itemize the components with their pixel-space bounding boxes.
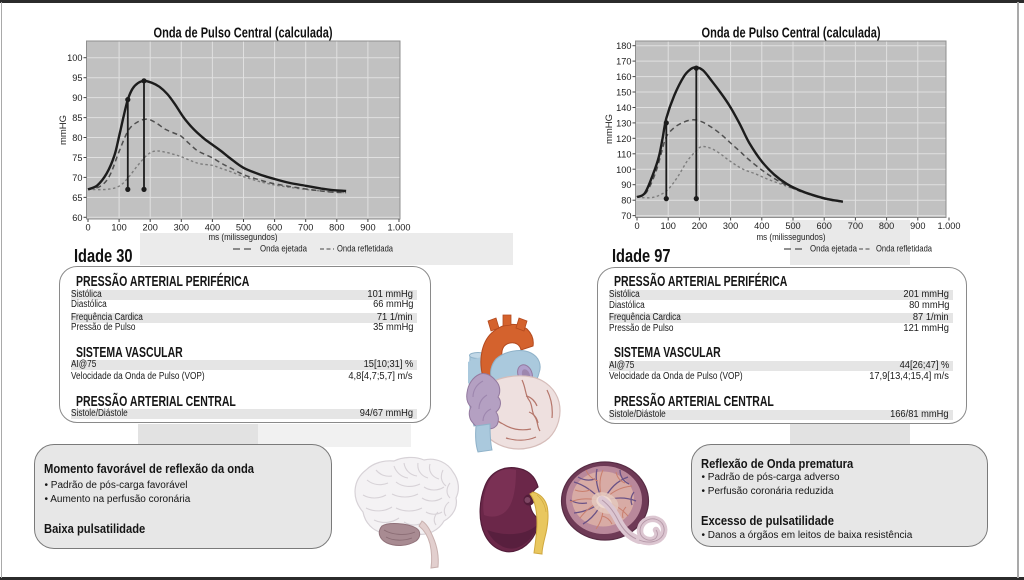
svg-text:100: 100 <box>111 223 126 233</box>
svg-text:110: 110 <box>617 149 632 159</box>
svg-text:400: 400 <box>205 223 220 233</box>
svg-text:600: 600 <box>817 221 832 231</box>
svg-text:Onda de Pulso Central (calcula: Onda de Pulso Central (calculada) <box>702 26 881 42</box>
svg-text:80: 80 <box>72 133 82 143</box>
svg-text:75: 75 <box>72 153 82 163</box>
svg-text:200: 200 <box>143 223 158 233</box>
svg-text:120: 120 <box>616 134 631 144</box>
svg-text:300: 300 <box>723 221 738 231</box>
svg-text:600: 600 <box>267 223 282 233</box>
svg-text:90: 90 <box>72 93 82 103</box>
svg-text:180: 180 <box>616 41 631 51</box>
svg-text:100: 100 <box>67 53 82 63</box>
svg-text:300: 300 <box>174 223 189 233</box>
svg-text:130: 130 <box>616 118 631 128</box>
svg-text:Onda ejetada: Onda ejetada <box>260 243 308 254</box>
svg-text:Onda ejetada: Onda ejetada <box>810 243 858 254</box>
svg-text:100: 100 <box>661 221 676 231</box>
svg-text:700: 700 <box>298 223 313 233</box>
svg-text:95: 95 <box>72 73 82 83</box>
svg-text:Onda refletidada: Onda refletidada <box>876 243 933 254</box>
svg-text:0: 0 <box>634 221 639 231</box>
svg-text:200: 200 <box>692 221 707 231</box>
svg-text:65: 65 <box>72 193 82 203</box>
svg-text:150: 150 <box>616 88 631 98</box>
svg-text:400: 400 <box>754 221 769 231</box>
svg-text:60: 60 <box>72 213 82 223</box>
svg-text:mmHG: mmHG <box>604 114 615 144</box>
svg-text:140: 140 <box>616 103 631 113</box>
svg-text:70: 70 <box>621 211 631 221</box>
svg-text:500: 500 <box>785 221 800 231</box>
svg-text:1.000: 1.000 <box>388 223 411 233</box>
svg-text:500: 500 <box>236 223 251 233</box>
svg-text:Onda refletidada: Onda refletidada <box>337 243 394 254</box>
svg-text:0: 0 <box>85 223 90 233</box>
svg-text:100: 100 <box>616 165 631 175</box>
svg-text:1.000: 1.000 <box>938 221 961 231</box>
svg-text:900: 900 <box>360 223 375 233</box>
svg-text:160: 160 <box>616 72 631 82</box>
svg-text:170: 170 <box>616 57 631 67</box>
svg-text:900: 900 <box>910 221 925 231</box>
svg-text:80: 80 <box>621 196 631 206</box>
svg-text:85: 85 <box>72 113 82 123</box>
svg-text:90: 90 <box>621 180 631 190</box>
svg-text:800: 800 <box>879 221 894 231</box>
svg-text:700: 700 <box>848 221 863 231</box>
svg-text:70: 70 <box>72 173 82 183</box>
svg-text:ms (milissegundos): ms (milissegundos) <box>757 231 826 242</box>
svg-text:Onda de Pulso Central (calcula: Onda de Pulso Central (calculada) <box>154 26 333 42</box>
svg-text:mmHG: mmHG <box>58 115 69 145</box>
svg-text:ms (milissegundos): ms (milissegundos) <box>209 231 278 242</box>
svg-text:800: 800 <box>329 223 344 233</box>
